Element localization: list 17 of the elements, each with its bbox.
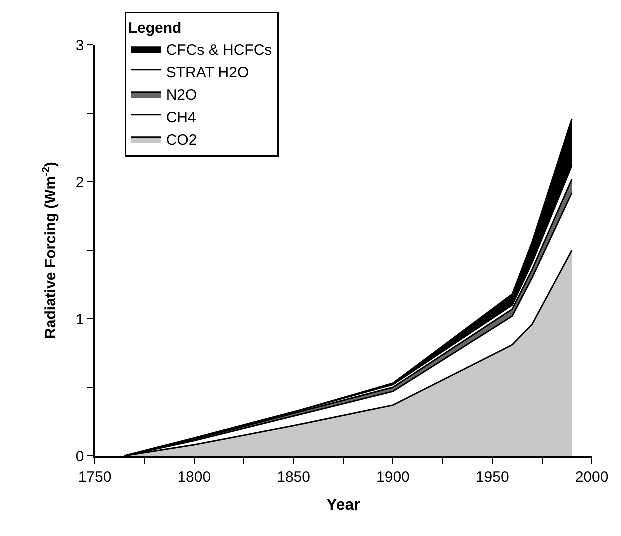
legend-label: CH4 <box>166 110 196 127</box>
x-axis-title: Year <box>326 496 360 514</box>
x-tick-label: 1850 <box>277 468 310 486</box>
y-tick-label: 3 <box>76 37 84 54</box>
legend-label: N2O <box>166 87 198 104</box>
legend-label: CFCs & HCFCs <box>166 42 272 60</box>
y-tick-label: 1 <box>76 311 84 328</box>
x-tick-label: 1800 <box>178 468 212 486</box>
x-tick-label: 1900 <box>376 468 410 486</box>
legend-label: STRAT H2O <box>166 64 250 82</box>
legend-title: Legend <box>128 20 182 38</box>
x-tick-label: 1950 <box>476 468 510 486</box>
y-tick-label: 0 <box>76 448 84 466</box>
x-tick-label: 1750 <box>78 468 112 486</box>
x-tick-label: 2000 <box>575 468 609 486</box>
y-tick-label: 2 <box>76 174 84 192</box>
legend-label: CO2 <box>166 132 198 150</box>
